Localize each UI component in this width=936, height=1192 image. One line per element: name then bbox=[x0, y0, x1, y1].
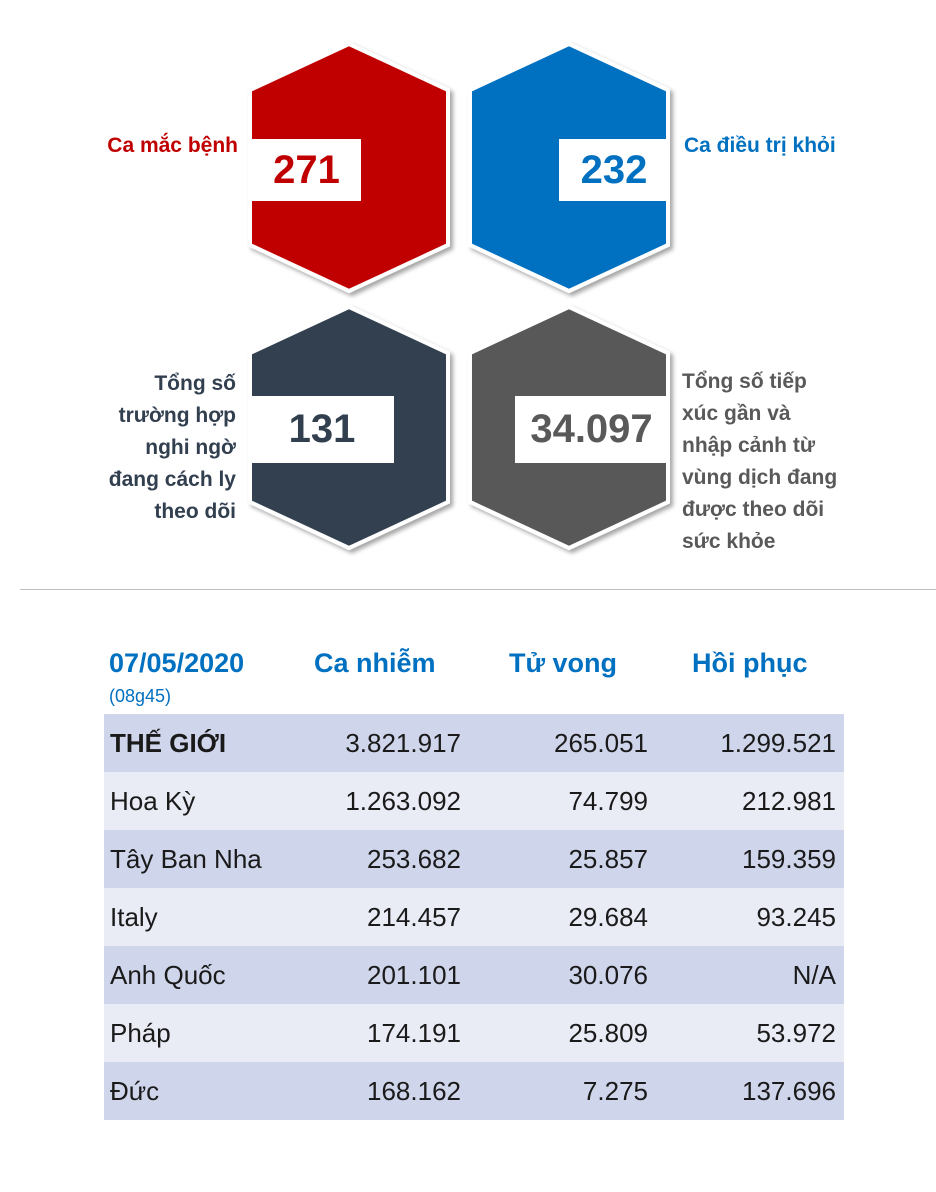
deaths-value: 29.684 bbox=[568, 901, 648, 932]
recovered-count-value: 232 bbox=[580, 147, 648, 192]
recovered-label-line: Ca điều trị khỏi bbox=[684, 134, 836, 157]
suspected-label-line: nghi ngờ bbox=[145, 436, 236, 459]
cases-value: 168.162 bbox=[367, 1075, 461, 1106]
recovered-value: 53.972 bbox=[756, 1017, 836, 1048]
country-name: Đức bbox=[110, 1075, 160, 1106]
cases-value: 201.101 bbox=[367, 959, 461, 990]
country-name: Hoa Kỳ bbox=[110, 785, 196, 816]
suspected-count-value: 131 bbox=[288, 407, 356, 451]
cases-label: Ca mắc bệnh bbox=[107, 130, 238, 162]
monitored-label: Tổng số tiếp xúc gần và nhập cảnh từ vùn… bbox=[682, 366, 837, 558]
cases-count: 271 bbox=[252, 139, 361, 201]
cases-value: 174.191 bbox=[367, 1017, 461, 1048]
recovered-value: 137.696 bbox=[742, 1075, 836, 1106]
country-name: Tây Ban Nha bbox=[110, 843, 262, 874]
country-name: Italy bbox=[110, 901, 158, 932]
suspected-count: 131 bbox=[250, 396, 394, 463]
deaths-value: 7.275 bbox=[582, 1075, 648, 1106]
deaths-value: 25.857 bbox=[568, 843, 648, 874]
monitored-label-line: nhập cảnh từ bbox=[682, 434, 816, 457]
suspected-label-line: đang cách ly bbox=[108, 468, 236, 491]
header-recovered: Hồi phục bbox=[692, 648, 808, 678]
deaths-value: 74.799 bbox=[568, 785, 648, 816]
country-name: THẾ GIỚI bbox=[110, 727, 227, 758]
suspected-label: Tổng số trường hợp nghi ngờ đang cách ly… bbox=[109, 368, 236, 528]
cases-value: 3.821.917 bbox=[345, 727, 461, 758]
table-time: (08g45) bbox=[109, 686, 172, 706]
table-row: Pháp 174.191 25.809 53.972 bbox=[104, 1004, 844, 1062]
deaths-value: 30.076 bbox=[568, 959, 648, 990]
suspected-label-line: Tổng số bbox=[154, 372, 236, 395]
section-divider bbox=[20, 589, 936, 590]
cases-count-value: 271 bbox=[273, 147, 340, 192]
table-row: Italy 214.457 29.684 93.245 bbox=[104, 888, 844, 946]
cases-value: 214.457 bbox=[367, 901, 461, 932]
recovered-value: 1.299.521 bbox=[720, 727, 836, 758]
monitored-label-line: vùng dịch đang bbox=[682, 466, 838, 489]
header-deaths: Tử vong bbox=[509, 648, 618, 678]
table-row: Hoa Kỳ 1.263.092 74.799 212.981 bbox=[104, 772, 844, 830]
monitored-count-value: 34.097 bbox=[530, 407, 653, 451]
table-row: Tây Ban Nha 253.682 25.857 159.359 bbox=[104, 830, 844, 888]
recovered-value: N/A bbox=[792, 959, 836, 990]
recovered-value: 93.245 bbox=[756, 901, 836, 932]
monitored-label-line: Tổng số tiếp bbox=[682, 370, 807, 393]
header-cases: Ca nhiễm bbox=[314, 648, 436, 678]
monitored-label-line: được theo dõi bbox=[682, 498, 825, 521]
monitored-label-line: sức khỏe bbox=[682, 530, 776, 553]
country-name: Anh Quốc bbox=[110, 959, 226, 990]
suspected-label-line: theo dõi bbox=[154, 500, 236, 523]
recovered-value: 212.981 bbox=[742, 785, 836, 816]
recovered-value: 159.359 bbox=[742, 843, 836, 874]
cases-value: 1.263.092 bbox=[345, 785, 461, 816]
cases-label-line: Ca mắc bệnh bbox=[107, 134, 238, 157]
monitored-count: 34.097 bbox=[515, 396, 668, 463]
cases-value: 253.682 bbox=[367, 843, 461, 874]
table-date: 07/05/2020 bbox=[109, 648, 245, 678]
recovered-count: 232 bbox=[559, 139, 669, 201]
deaths-value: 25.809 bbox=[568, 1017, 648, 1048]
table-row: Đức 168.162 7.275 137.696 bbox=[104, 1062, 844, 1120]
table-row: Anh Quốc 201.101 30.076 N/A bbox=[104, 946, 844, 1004]
suspected-label-line: trường hợp bbox=[118, 404, 236, 427]
country-table: THẾ GIỚI 3.821.917 265.051 1.299.521 Hoa… bbox=[104, 714, 844, 1120]
country-name: Pháp bbox=[110, 1017, 171, 1048]
deaths-value: 265.051 bbox=[554, 727, 648, 758]
monitored-label-line: xúc gần và bbox=[682, 402, 791, 425]
recovered-label: Ca điều trị khỏi bbox=[684, 130, 836, 162]
table-row-world: THẾ GIỚI 3.821.917 265.051 1.299.521 bbox=[104, 714, 844, 772]
